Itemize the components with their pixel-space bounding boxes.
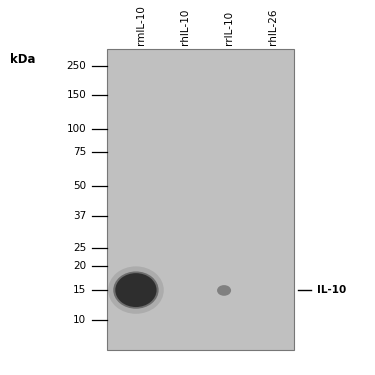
- Text: rhIL-26: rhIL-26: [268, 9, 278, 45]
- Text: 10: 10: [73, 315, 86, 325]
- Ellipse shape: [113, 272, 159, 309]
- Text: 50: 50: [73, 181, 86, 191]
- Text: 37: 37: [73, 211, 86, 221]
- Text: IL-10: IL-10: [317, 285, 346, 295]
- Text: 75: 75: [73, 147, 86, 157]
- Text: 25: 25: [73, 243, 86, 254]
- Bar: [107, 48, 294, 350]
- Text: 20: 20: [73, 261, 86, 271]
- Text: 15: 15: [73, 285, 86, 295]
- Text: 100: 100: [67, 124, 86, 134]
- Ellipse shape: [116, 273, 157, 307]
- Text: 250: 250: [66, 62, 86, 71]
- Text: rmIL-10: rmIL-10: [136, 5, 146, 45]
- Text: 150: 150: [66, 90, 86, 100]
- Ellipse shape: [217, 285, 231, 296]
- Text: rhIL-10: rhIL-10: [180, 9, 190, 45]
- Text: kDa: kDa: [10, 53, 35, 66]
- Text: rrIL-10: rrIL-10: [224, 11, 234, 45]
- Ellipse shape: [108, 266, 164, 314]
